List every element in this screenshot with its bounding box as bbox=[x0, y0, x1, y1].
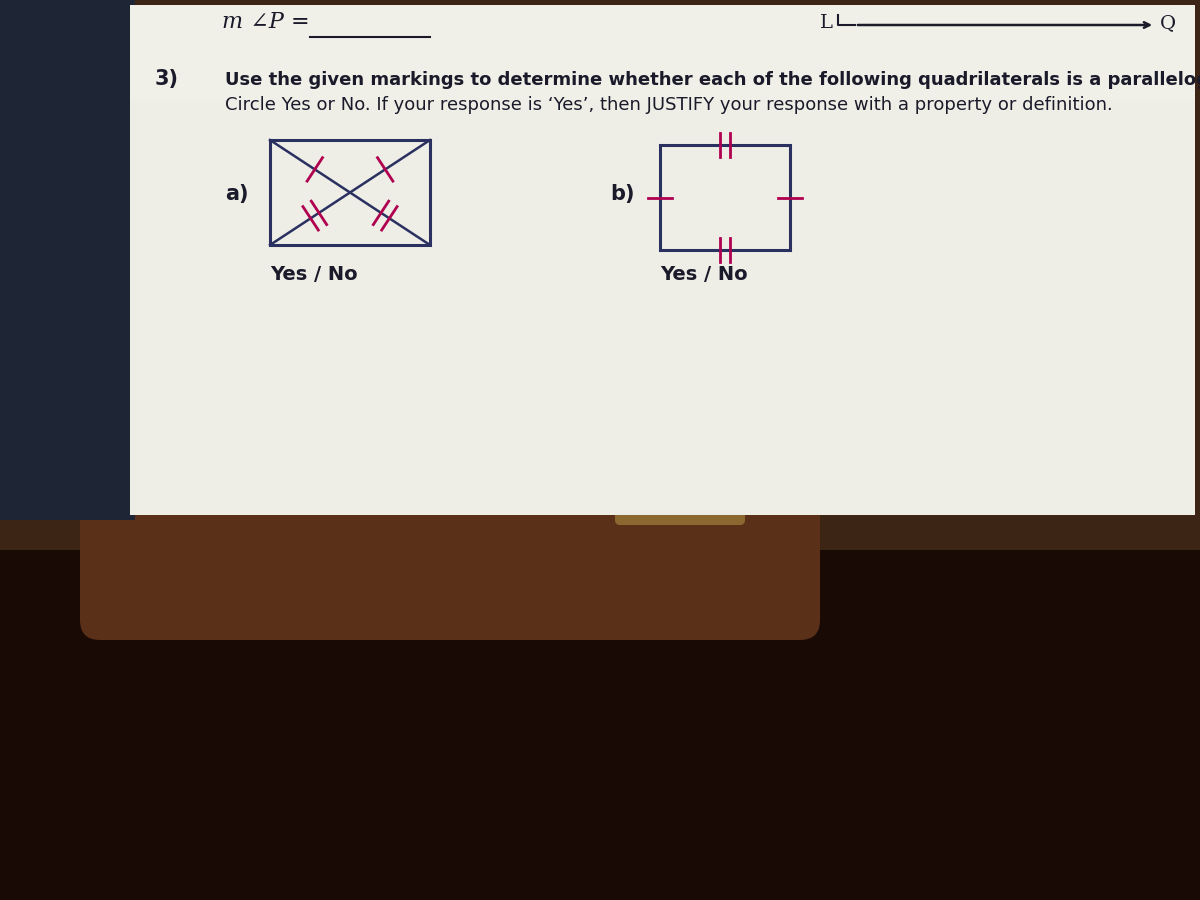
FancyBboxPatch shape bbox=[80, 400, 820, 640]
Text: b): b) bbox=[610, 184, 635, 204]
Text: m ∠P =: m ∠P = bbox=[222, 11, 310, 33]
FancyBboxPatch shape bbox=[616, 435, 745, 525]
FancyBboxPatch shape bbox=[0, 0, 134, 520]
Text: Yes / No: Yes / No bbox=[270, 265, 358, 284]
Text: a): a) bbox=[226, 184, 248, 204]
FancyBboxPatch shape bbox=[0, 550, 1200, 900]
Text: 3): 3) bbox=[155, 69, 179, 89]
Text: L: L bbox=[820, 14, 833, 32]
FancyBboxPatch shape bbox=[130, 5, 1195, 100]
FancyBboxPatch shape bbox=[130, 5, 1195, 515]
Text: Q: Q bbox=[1160, 14, 1176, 32]
Text: Yes / No: Yes / No bbox=[660, 265, 748, 284]
Text: Circle Yes or No. If your response is ‘Yes’, then JUSTIFY your response with a p: Circle Yes or No. If your response is ‘Y… bbox=[226, 96, 1112, 114]
Text: Use the given markings to determine whether each of the following quadrilaterals: Use the given markings to determine whet… bbox=[226, 71, 1200, 89]
